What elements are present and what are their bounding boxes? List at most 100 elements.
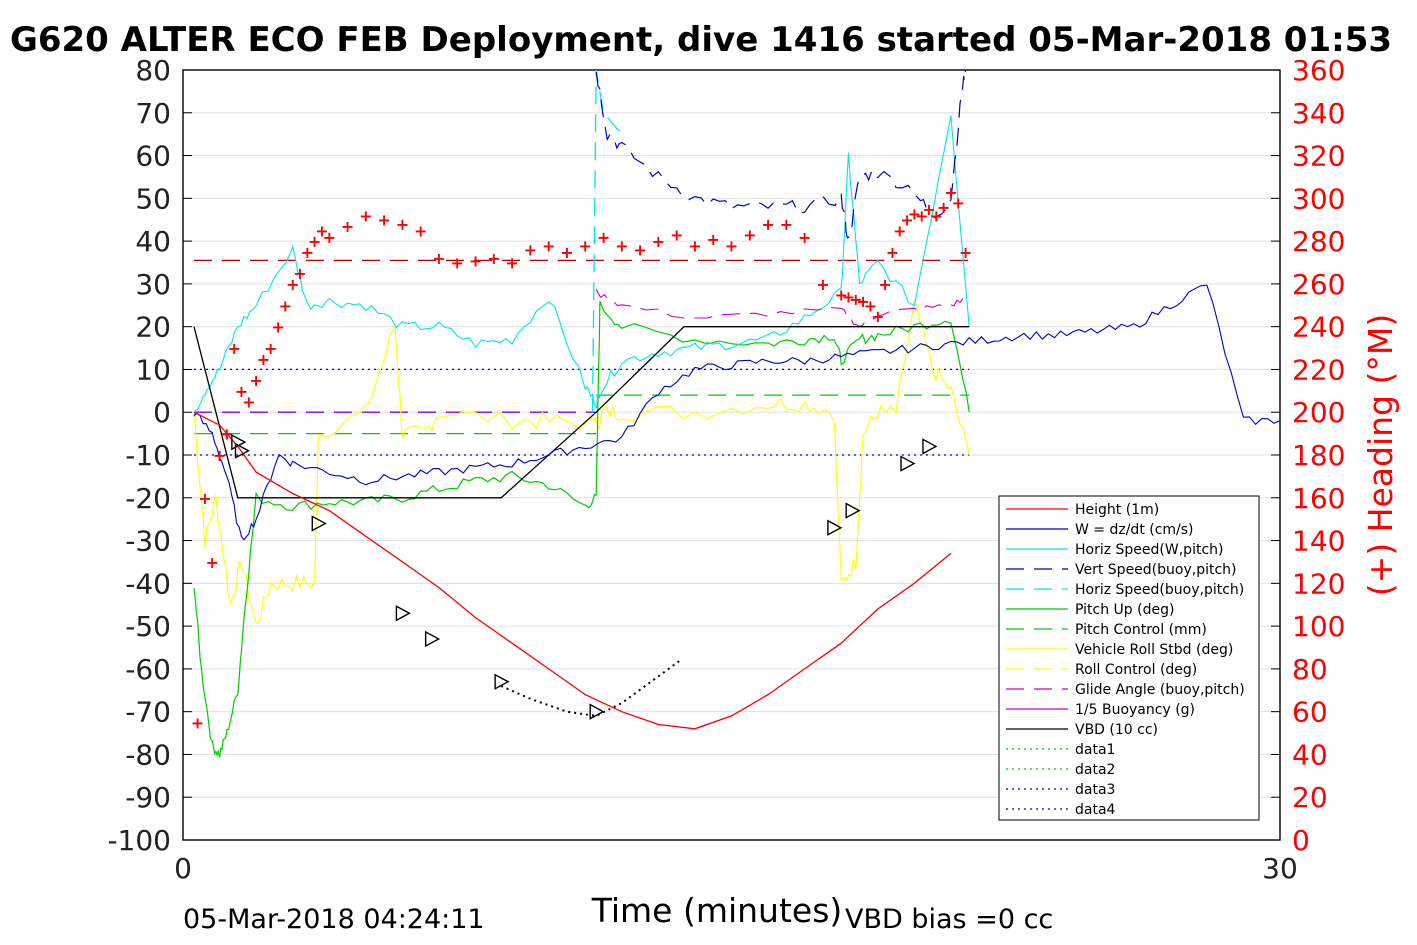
y-tick-label: -100 xyxy=(107,824,171,857)
heading-marker: + xyxy=(377,211,390,230)
y-tick-label-right: 100 xyxy=(1292,610,1345,643)
heading-marker: + xyxy=(213,446,226,465)
heading-marker: + xyxy=(359,206,372,225)
y-tick-label: -30 xyxy=(125,525,171,558)
footer-date: 05-Mar-2018 04:24:11 xyxy=(183,904,485,935)
legend-items: Height (1m) W = dz/dt (cm/s) Horiz Speed(W… xyxy=(1006,502,1245,818)
heading-marker: + xyxy=(308,232,321,251)
heading-marker: + xyxy=(560,243,573,262)
y-tick-label-right: 80 xyxy=(1292,653,1328,686)
legend-label: Roll Control (deg) xyxy=(1075,662,1197,678)
triangle-marker xyxy=(494,673,510,690)
legend-label: Horiz Speed(buoy,pitch) xyxy=(1075,582,1244,598)
series-horiz-speed xyxy=(193,115,970,417)
footer-vbd-bias: VBD bias =0 cc xyxy=(845,904,1053,935)
triangle-marker xyxy=(424,630,441,648)
heading-marker: + xyxy=(670,226,683,245)
legend-label: Vehicle Roll Stbd (deg) xyxy=(1075,642,1233,658)
triangle-marker xyxy=(827,519,843,536)
series-vehicle-roll xyxy=(193,300,970,624)
heading-marker: + xyxy=(707,230,720,249)
y-ticks-left: 80 70 60 50 40 30 20 10 0 -10 -20 -30 -40 -50 -60 -70 -8… xyxy=(107,54,192,857)
y-tick-label: -60 xyxy=(125,653,171,686)
y-tick-label-right: 200 xyxy=(1292,396,1345,429)
legend: Height (1m) W = dz/dt (cm/s) Horiz Speed(W… xyxy=(998,495,1260,821)
y-tick-label: 30 xyxy=(135,268,171,301)
y-tick-label: -10 xyxy=(125,439,171,472)
y-tick-label: 0 xyxy=(153,396,171,429)
y-tick-label-right: 40 xyxy=(1292,738,1328,771)
triangle-marker xyxy=(395,605,411,622)
heading-marker: + xyxy=(487,249,500,268)
heading-marker: + xyxy=(451,254,464,273)
heading-marker: + xyxy=(908,204,921,223)
legend-label: Glide Angle (buoy,pitch) xyxy=(1075,682,1245,698)
y-tick-label: 80 xyxy=(135,54,171,87)
y-tick-label: 20 xyxy=(135,311,171,344)
heading-marker: + xyxy=(414,221,427,240)
y-tick-label-right: 360 xyxy=(1292,54,1345,87)
y-tick-label: -20 xyxy=(125,482,171,515)
heading-marker: + xyxy=(597,228,610,247)
legend-label: data2 xyxy=(1075,762,1115,778)
heading-marker: + xyxy=(469,251,482,270)
heading-marker: + xyxy=(235,382,248,401)
y-tick-label: -80 xyxy=(125,738,171,771)
heading-marker: + xyxy=(242,393,255,412)
heading-marker: + xyxy=(856,292,869,311)
y-tick-label-right: 300 xyxy=(1292,182,1345,215)
heading-marker: + xyxy=(761,215,774,234)
heading-marker: + xyxy=(798,228,811,247)
legend-label: Horiz Speed(W,pitch) xyxy=(1075,542,1223,558)
heading-marker: + xyxy=(930,206,943,225)
heading-marker: + xyxy=(915,206,928,225)
heading-marker: + xyxy=(922,200,935,219)
heading-marker: + xyxy=(780,215,793,234)
y-tick-label-right: 120 xyxy=(1292,567,1345,600)
y-tick-label-right: 180 xyxy=(1292,439,1345,472)
legend-label: Height (1m) xyxy=(1075,502,1159,518)
heading-marker: + xyxy=(432,249,445,268)
y-tick-label-right: 240 xyxy=(1292,311,1345,344)
heading-marker: + xyxy=(834,286,847,305)
heading-marker: + xyxy=(505,254,518,273)
y-axis-label-right: (+) Heading (°M) xyxy=(1361,314,1400,596)
heading-marker: + xyxy=(227,339,240,358)
y-tick-label-right: 140 xyxy=(1292,525,1345,558)
series-w xyxy=(193,284,1281,541)
legend-label: data3 xyxy=(1075,782,1115,798)
heading-marker: + xyxy=(579,236,592,255)
heading-marker: + xyxy=(542,236,555,255)
series-horiz-speed-buoy xyxy=(591,69,623,413)
heading-marker: + xyxy=(249,371,262,390)
series-pitch-up xyxy=(193,300,970,758)
heading-marker: + xyxy=(615,236,628,255)
series-vert-speed-buoy xyxy=(595,69,967,239)
heading-marker: + xyxy=(937,198,950,217)
heading-marker: + xyxy=(842,288,855,307)
heading-marker: + xyxy=(652,232,665,251)
heading-marker: + xyxy=(886,243,899,262)
x-axis-label: Time (minutes) xyxy=(591,891,843,930)
heading-marker: + xyxy=(743,226,756,245)
heading-marker: + xyxy=(688,236,701,255)
x-ticks: 0 30 xyxy=(174,831,1298,885)
legend-label: data4 xyxy=(1075,802,1116,818)
x-tick-label: 30 xyxy=(1262,852,1298,885)
legend-label: Pitch Control (mm) xyxy=(1075,622,1207,638)
y-tick-label-right: 160 xyxy=(1292,482,1345,515)
y-tick-label-right: 320 xyxy=(1292,140,1345,173)
series-height xyxy=(193,411,952,730)
y-tick-label-right: 20 xyxy=(1292,781,1328,814)
y-ticks-right: 3603403203002802602402202001801601401201… xyxy=(1271,54,1345,857)
y-tick-label-right: 0 xyxy=(1292,824,1310,857)
y-tick-label: 50 xyxy=(135,182,171,215)
legend-label: data1 xyxy=(1075,742,1115,758)
heading-marker: + xyxy=(524,241,537,260)
y-tick-label: -50 xyxy=(125,610,171,643)
heading-marker: + xyxy=(191,713,204,732)
triangle-marker xyxy=(311,515,327,532)
heading-marker: + xyxy=(959,243,972,262)
heading-marker: + xyxy=(944,183,957,202)
